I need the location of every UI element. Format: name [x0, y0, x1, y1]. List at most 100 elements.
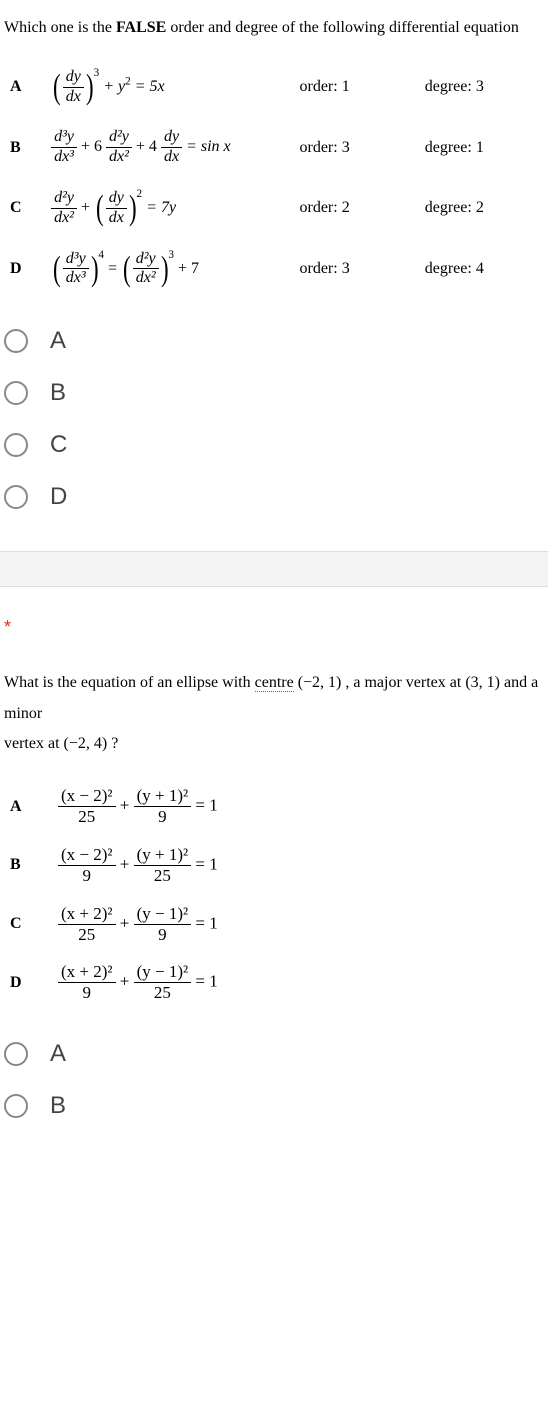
q1-choices: A B C D [4, 327, 544, 511]
eqA-den: dx [63, 88, 84, 106]
q2-a-label: A [4, 777, 52, 836]
required-star: * [4, 617, 544, 638]
q2-c-eq: (x + 2)²25 + (y − 1)²9 = 1 [52, 895, 224, 954]
q2-choice-a[interactable]: A [4, 1040, 544, 1068]
page: Which one is the FALSE order and degree … [0, 0, 548, 1164]
q1-row-b: B d³ydx³ + 6 d²ydx² + 4 dydx = sin x ord… [4, 117, 544, 178]
eqC-rhs: = 7y [146, 199, 176, 216]
q1-choice-d[interactable]: D [4, 483, 544, 511]
eqC-plus: + [81, 199, 94, 216]
q1-prompt-pre: Which one is the [4, 19, 116, 36]
q2-a-eq: (x − 2)²25 + (y + 1)²9 = 1 [52, 777, 224, 836]
eqD-lexp: 4 [98, 249, 104, 261]
eqC-t1d: dx² [51, 209, 77, 227]
q2d-plus: + [120, 972, 134, 991]
eqD-ld: dx³ [63, 269, 89, 287]
q1-b-degree: degree: 1 [419, 117, 544, 178]
q2-prompt-line2: vertex at (−2, 4) ? [4, 735, 118, 752]
eqA-exp: 3 [94, 67, 100, 79]
eqB-t1d: dx³ [51, 148, 77, 166]
q1-d-label: D [4, 239, 45, 300]
q2-row-c: C (x + 2)²25 + (y − 1)²9 = 1 [4, 895, 224, 954]
q2-b-eq: (x − 2)²9 + (y + 1)²25 = 1 [52, 836, 224, 895]
radio-icon[interactable] [4, 433, 28, 457]
q1-d-degree: degree: 4 [419, 239, 544, 300]
q2-prompt: What is the equation of an ellipse with … [4, 668, 544, 759]
q1-choice-d-label: D [50, 483, 67, 511]
q2b-d2: 25 [134, 866, 192, 885]
eqB-t2n: d²y [106, 129, 132, 148]
q1-c-order: order: 2 [294, 178, 419, 239]
q1-c-equation: d²ydx² + ( dydx ) 2 = 7y [45, 178, 293, 239]
q2a-n2: (y + 1)² [134, 787, 192, 807]
q1-a-order: order: 1 [294, 57, 419, 118]
q2c-n1: (x + 2)² [58, 905, 116, 925]
eqC-t1n: d²y [51, 190, 77, 209]
q2c-d1: 25 [58, 925, 116, 944]
q1-b-label: B [4, 117, 45, 178]
eqD-eq: = [108, 260, 121, 277]
q2-row-d: D (x + 2)²9 + (y − 1)²25 = 1 [4, 953, 224, 1012]
q1-row-c: C d²ydx² + ( dydx ) 2 = 7y order: 2 degr… [4, 178, 544, 239]
q1-prompt: Which one is the FALSE order and degree … [4, 18, 544, 39]
q1-a-degree: degree: 3 [419, 57, 544, 118]
q2b-eq1: = 1 [195, 854, 217, 873]
q2-row-b: B (x − 2)²9 + (y + 1)²25 = 1 [4, 836, 224, 895]
radio-icon[interactable] [4, 329, 28, 353]
eqC-in: dy [106, 190, 127, 209]
radio-icon[interactable] [4, 1042, 28, 1066]
eqA-rhs: = 5x [131, 78, 165, 95]
q1-a-label: A [4, 57, 45, 118]
eqA-num: dy [63, 69, 84, 88]
eqB-c2: + 6 [81, 138, 102, 155]
q1-choice-c-label: C [50, 431, 67, 459]
q1-row-d: D ( d³ydx³ ) 4 = ( d²ydx² ) 3 + 7 order:… [4, 239, 544, 300]
q1-choice-a[interactable]: A [4, 327, 544, 355]
section-divider [0, 551, 548, 587]
eqC-exp: 2 [137, 188, 143, 200]
q2b-n2: (y + 1)² [134, 846, 192, 866]
q2c-n2: (y − 1)² [134, 905, 192, 925]
q2b-plus: + [120, 854, 134, 873]
q2c-eq1: = 1 [195, 913, 217, 932]
q1-b-equation: d³ydx³ + 6 d²ydx² + 4 dydx = sin x [45, 117, 293, 178]
q2b-n1: (x − 2)² [58, 846, 116, 866]
q2d-n2: (y − 1)² [134, 963, 192, 983]
q2c-d2: 9 [134, 925, 192, 944]
radio-icon[interactable] [4, 1094, 28, 1118]
q2d-n1: (x + 2)² [58, 963, 116, 983]
q2-choice-b-label: B [50, 1092, 66, 1120]
q2-choice-b[interactable]: B [4, 1092, 544, 1120]
q2-centre-word: centre [255, 674, 294, 692]
q2a-d1: 25 [58, 807, 116, 826]
q1-choice-b-label: B [50, 379, 66, 407]
q2-choices: A B [4, 1040, 544, 1120]
eqA-tail: + y [103, 78, 125, 95]
eqB-t1n: d³y [51, 129, 77, 148]
q2d-d1: 9 [58, 983, 116, 1002]
q1-c-label: C [4, 178, 45, 239]
q2b-d1: 9 [58, 866, 116, 885]
q2-b-label: B [4, 836, 52, 895]
q2c-plus: + [120, 913, 134, 932]
q1-b-order: order: 3 [294, 117, 419, 178]
q1-row-a: A ( dydx ) 3 + y2 = 5x order: 1 degree: … [4, 57, 544, 118]
eqB-rhs: = sin x [186, 138, 231, 155]
radio-icon[interactable] [4, 381, 28, 405]
eqB-c3: + 4 [136, 138, 157, 155]
q2-row-a: A (x − 2)²25 + (y + 1)²9 = 1 [4, 777, 224, 836]
q2-prompt-1: What is the equation of an ellipse with [4, 674, 255, 691]
eqD-ln: d³y [63, 251, 89, 270]
q2-c-label: C [4, 895, 52, 954]
q1-d-order: order: 3 [294, 239, 419, 300]
q2-d-label: D [4, 953, 52, 1012]
q1-choice-b[interactable]: B [4, 379, 544, 407]
eqD-tail: + 7 [178, 260, 199, 277]
q1-choice-c[interactable]: C [4, 431, 544, 459]
radio-icon[interactable] [4, 485, 28, 509]
q1-d-equation: ( d³ydx³ ) 4 = ( d²ydx² ) 3 + 7 [45, 239, 293, 300]
q2-d-eq: (x + 2)²9 + (y − 1)²25 = 1 [52, 953, 224, 1012]
q2d-d2: 25 [134, 983, 192, 1002]
q1-c-degree: degree: 2 [419, 178, 544, 239]
eqB-t3d: dx [161, 148, 182, 166]
